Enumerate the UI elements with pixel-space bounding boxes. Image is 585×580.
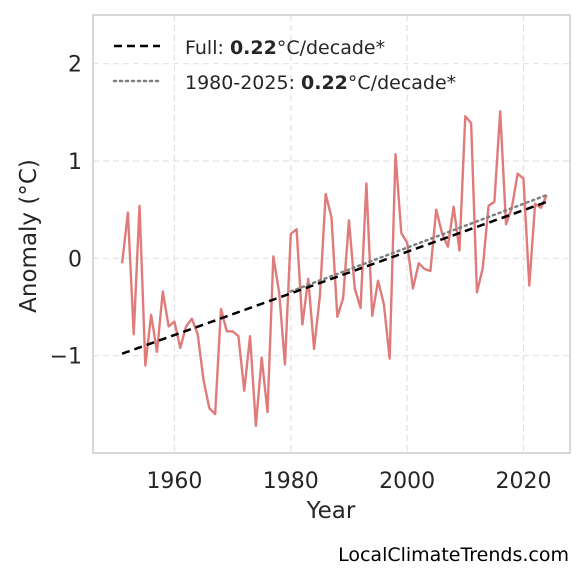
legend-recent-value: 0.22 xyxy=(301,72,348,94)
series-line-0 xyxy=(120,110,548,427)
x-tick-label-1960: 1960 xyxy=(146,469,202,494)
legend-full-label: Full: 0.22°C/decade* xyxy=(185,37,385,59)
y-tick-label-0: 2 xyxy=(68,53,82,78)
trend-line-full xyxy=(121,200,548,355)
y-tick-labels: 2 1 0 −1 xyxy=(50,53,82,370)
y-tick-label-2: 0 xyxy=(68,247,82,272)
plot-frame xyxy=(92,14,571,454)
series-layer xyxy=(120,110,548,427)
legend: Full: 0.22°C/decade* 1980-2025: 0.22°C/d… xyxy=(112,37,456,94)
x-tick-label-2020: 2020 xyxy=(495,469,551,494)
x-axis-title: Year xyxy=(306,498,356,524)
y-axis-title: Anomaly (°C) xyxy=(16,159,42,313)
legend-full-suffix: °C/decade* xyxy=(277,37,385,59)
x-tick-label-2000: 2000 xyxy=(379,469,435,494)
legend-recent-label: 1980-2025: 0.22°C/decade* xyxy=(185,72,456,94)
legend-recent-suffix: °C/decade* xyxy=(348,72,456,94)
grid xyxy=(93,15,570,453)
trend-line-recent xyxy=(289,193,548,293)
legend-recent-prefix: 1980-2025: xyxy=(185,72,301,94)
x-tick-label-1980: 1980 xyxy=(263,469,319,494)
x-tick-labels: 1960 1980 2000 2020 xyxy=(146,469,551,494)
footer-credit: LocalClimateTrends.com xyxy=(338,544,569,566)
legend-full-prefix: Full: xyxy=(185,37,230,59)
trend-layer xyxy=(121,193,548,355)
y-tick-label-3: −1 xyxy=(50,345,82,370)
y-tick-label-1: 1 xyxy=(68,150,82,175)
legend-full-value: 0.22 xyxy=(230,37,277,59)
